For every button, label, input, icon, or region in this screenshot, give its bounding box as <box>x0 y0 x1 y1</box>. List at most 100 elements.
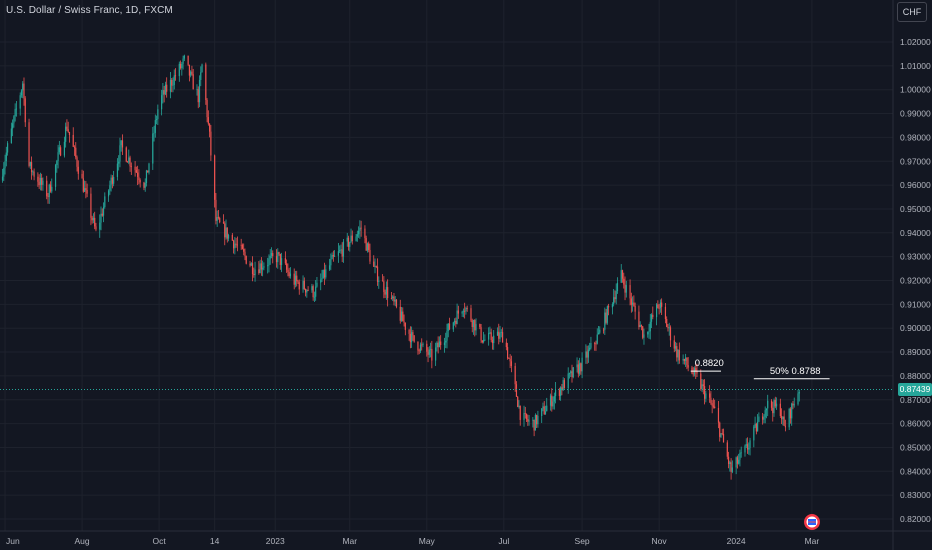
x-tick-label: 14 <box>210 536 220 546</box>
candle-body <box>673 340 675 349</box>
candle-body <box>10 128 12 144</box>
candle-body <box>323 269 326 278</box>
candle-body <box>280 258 283 265</box>
x-tick-label: Jul <box>498 536 509 546</box>
candle-body <box>489 332 491 334</box>
candle-body <box>258 269 260 274</box>
candle-body <box>436 342 438 348</box>
grid-lines <box>0 0 893 531</box>
candle-body <box>632 302 634 305</box>
candle-body <box>596 334 598 344</box>
candle-body <box>163 90 165 95</box>
candle-body <box>475 324 477 331</box>
candle-body <box>515 384 518 397</box>
candle-body <box>749 440 751 448</box>
candle-body <box>647 331 649 335</box>
candle-body <box>137 172 139 177</box>
candle-body <box>47 196 49 198</box>
candle-body <box>360 227 362 229</box>
candle-body <box>232 240 235 249</box>
candle-body <box>15 108 18 110</box>
candle-body <box>118 161 120 164</box>
candle-body <box>456 310 458 324</box>
candle-body <box>437 342 439 348</box>
candle-body <box>652 314 654 318</box>
candle-body <box>172 84 174 86</box>
candle-body <box>455 320 457 324</box>
candle-body <box>197 89 199 103</box>
candle-body <box>313 296 316 298</box>
candle-body <box>351 235 353 241</box>
candle-body <box>365 238 367 251</box>
candle-body <box>615 291 617 300</box>
candle-body <box>620 270 622 283</box>
candle-body <box>288 272 290 277</box>
candle-body <box>217 217 220 219</box>
candle-body <box>581 357 583 372</box>
candlestick-series <box>0 54 893 480</box>
y-tick-label: 0.83000 <box>900 490 931 500</box>
candle-body <box>578 363 581 374</box>
candle-body <box>611 304 614 308</box>
candle-body <box>650 314 653 322</box>
y-tick-label: 0.92000 <box>900 276 931 286</box>
candle-body <box>68 131 71 135</box>
candle-body <box>429 348 432 350</box>
candle-body <box>147 170 149 173</box>
y-tick-label: 0.90000 <box>900 323 931 333</box>
y-tick-label: 0.84000 <box>900 466 931 476</box>
candle-body <box>418 350 420 352</box>
candle-body <box>519 405 521 420</box>
candle-body <box>259 263 261 274</box>
candle-body <box>144 183 146 188</box>
candle-body <box>293 273 295 285</box>
candle-body <box>263 266 265 268</box>
candle-body <box>23 83 25 99</box>
candle-body <box>387 287 389 299</box>
candle-body <box>499 332 501 339</box>
candle-body <box>375 266 377 267</box>
candle-body <box>130 166 132 168</box>
candle-body <box>181 63 183 69</box>
candle-body <box>48 184 50 198</box>
candle-body <box>642 326 644 338</box>
candle-body <box>260 263 262 270</box>
candle-body <box>54 165 57 187</box>
candle-body <box>67 129 69 132</box>
currency-button[interactable]: CHF <box>897 2 927 22</box>
candle-body <box>306 289 308 293</box>
candle-body <box>753 426 755 441</box>
candle-body <box>321 277 323 280</box>
candle-body <box>269 255 271 259</box>
candle-body <box>209 123 211 132</box>
candle-body <box>452 322 454 330</box>
candle-body <box>570 371 572 374</box>
candle-body <box>731 467 733 472</box>
symbol-title: U.S. Dollar / Swiss Franc, 1D, FXCM <box>6 5 173 16</box>
candle-body <box>341 249 343 257</box>
x-tick-label: Oct <box>152 536 166 546</box>
candle-body <box>12 123 14 129</box>
candle-body <box>453 320 456 323</box>
x-tick-label: 2024 <box>727 536 746 546</box>
candle-body <box>152 133 154 164</box>
x-tick-label: Sep <box>575 536 590 546</box>
candle-body <box>315 286 317 297</box>
candle-body <box>481 340 483 343</box>
candle-body <box>394 299 396 302</box>
candle-body <box>206 100 208 118</box>
candle-body <box>586 351 588 358</box>
candle-body <box>696 371 698 374</box>
candle-body <box>491 339 494 344</box>
candle-body <box>554 390 557 397</box>
candle-body <box>608 306 610 308</box>
candle-body <box>534 415 536 431</box>
candle-body <box>746 444 749 450</box>
candle-body <box>32 171 34 173</box>
y-tick-label: 0.89000 <box>900 347 931 357</box>
candle-body <box>717 408 720 423</box>
candle-body <box>110 177 112 186</box>
candle-body <box>244 251 246 257</box>
candle-body <box>674 346 677 349</box>
